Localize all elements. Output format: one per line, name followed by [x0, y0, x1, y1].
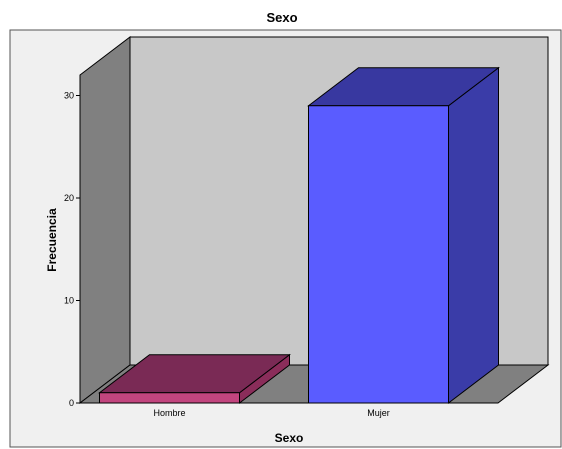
bar-mujer: [307, 66, 500, 405]
x-axis: Hombre Mujer: [153, 408, 389, 418]
y-tick-label: 0: [69, 398, 74, 408]
bar-side: [448, 66, 499, 405]
x-tick-label: Mujer: [367, 408, 390, 418]
bar-front: [308, 105, 449, 404]
bar-front: [99, 392, 240, 404]
bar-hombre: [98, 353, 291, 405]
y-tick-label: 10: [64, 296, 74, 306]
x-axis-title: Sexo: [275, 431, 304, 445]
x-tick-label: Hombre: [153, 408, 185, 418]
bars: [98, 66, 500, 405]
y-tick-label: 30: [64, 91, 74, 101]
y-axis: 0 10 20 30: [64, 75, 81, 408]
y-axis-title: Frecuencia: [45, 208, 59, 272]
y-tick-label: 20: [64, 193, 74, 203]
chart-title: Sexo: [266, 10, 297, 25]
side-wall: [79, 35, 131, 405]
